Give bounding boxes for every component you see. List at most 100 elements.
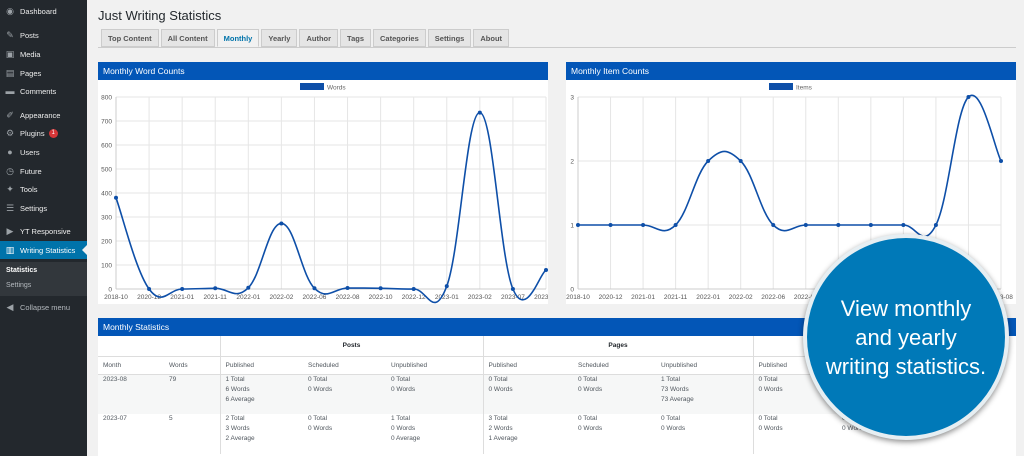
column-header[interactable]: Scheduled [573, 356, 656, 375]
x-tick-label: 2020-12 [599, 294, 623, 301]
data-point[interactable] [868, 223, 873, 227]
group-header-blank [98, 336, 220, 357]
column-header[interactable]: Unpublished [386, 356, 483, 375]
tab-top-content[interactable]: Top Content [101, 29, 159, 47]
stats-title: Monthly Statistics [98, 318, 1016, 336]
table-cell: 1 Total 6 Words 6 Average [219, 374, 303, 414]
data-point[interactable] [279, 221, 284, 226]
group-header-pages: Pages [482, 336, 753, 357]
x-tick-label: 2022-08 [336, 294, 360, 301]
data-point[interactable] [411, 287, 416, 291]
data-point[interactable] [738, 159, 743, 163]
table-cell: 5 [169, 415, 173, 422]
sidebar-item-label: Appearance [20, 110, 61, 120]
legend-swatch [769, 83, 793, 90]
table-cell: 0 Total 0 Words [578, 415, 603, 432]
page-title: Just Writing Statistics [98, 8, 222, 23]
sidebar-item-writing-statistics[interactable]: ▥ Writing Statistics [0, 241, 87, 259]
pin-icon: ✎ [6, 30, 14, 40]
table-cell: 79 [164, 374, 220, 414]
sidebar-item-label: Plugins [20, 128, 45, 138]
tab-all-content[interactable]: All Content [160, 29, 215, 47]
dashboard-icon: ◉ [6, 6, 14, 16]
tab-categories[interactable]: Categories [373, 29, 426, 47]
tab-yearly[interactable]: Yearly [261, 29, 298, 47]
column-header[interactable]: Words [164, 356, 220, 375]
column-header[interactable]: Unpublished [656, 356, 753, 375]
data-point[interactable] [444, 284, 449, 289]
legend-label: Words [327, 85, 346, 92]
sidebar-item-tools[interactable]: ✦ Tools [0, 180, 87, 198]
stats-icon: ▥ [5, 245, 15, 255]
submenu-statistics[interactable]: Statistics [6, 267, 38, 274]
sidebar-item-comments[interactable]: ▬ Comments [0, 82, 87, 100]
data-point[interactable] [999, 159, 1003, 163]
data-point[interactable] [312, 286, 317, 291]
data-point[interactable] [345, 286, 350, 291]
sidebar-item-dashboard[interactable]: ◉ Dashboard [0, 2, 87, 20]
data-point[interactable] [510, 287, 515, 291]
table-cell: 1 Total 0 Words 0 Average [391, 415, 421, 442]
sidebar-item-settings[interactable]: ☰ Settings [0, 199, 87, 217]
sidebar-item-label: YT Responsive [20, 226, 71, 236]
data-point[interactable] [180, 287, 185, 291]
sidebar-item-plugins[interactable]: ⚙ Plugins 1 [0, 124, 87, 142]
writing-statistics-submenu: Statistics Settings [0, 262, 87, 296]
data-point[interactable] [803, 223, 808, 227]
data-point[interactable] [771, 223, 776, 227]
data-point[interactable] [966, 95, 971, 99]
sidebar-item-appearance[interactable]: ✐ Appearance [0, 106, 87, 124]
y-tick-label: 300 [101, 215, 112, 222]
data-point[interactable] [544, 268, 548, 273]
data-point[interactable] [378, 286, 383, 291]
tab-settings[interactable]: Settings [427, 29, 472, 47]
y-tick-label: 1 [570, 223, 574, 230]
tab-monthly[interactable]: Monthly [216, 29, 260, 47]
x-tick-label: 2022-10 [369, 294, 393, 301]
y-tick-label: 500 [101, 167, 112, 174]
data-point[interactable] [901, 223, 906, 227]
table-cell: 0 Total 0 Words [573, 374, 656, 414]
column-header[interactable]: Scheduled [303, 356, 386, 375]
table-cell: 0 Total 0 Words [482, 374, 573, 414]
sidebar-item-media[interactable]: ▣ Media [0, 45, 87, 63]
x-tick-label: 2022-06 [303, 294, 327, 301]
sidebar-item-users[interactable]: ● Users [0, 143, 87, 161]
sidebar-item-label: Pages [20, 68, 42, 78]
data-point[interactable] [576, 223, 580, 227]
data-point[interactable] [673, 223, 678, 227]
sidebar-item-label: Future [20, 166, 42, 176]
data-point[interactable] [114, 195, 118, 200]
sidebar-item-posts[interactable]: ✎ Posts [0, 26, 87, 44]
x-tick-label: 2022-08 [794, 294, 818, 301]
pages-icon: ▤ [5, 68, 15, 78]
column-header[interactable]: Month [98, 356, 164, 375]
data-point[interactable] [246, 285, 251, 290]
sidebar-item-future[interactable]: ◷ Future [0, 162, 87, 180]
sidebar-item-pages[interactable]: ▤ Pages [0, 64, 87, 82]
data-point[interactable] [213, 286, 218, 291]
column-header[interactable]: Published [482, 356, 573, 375]
y-tick-label: 2 [570, 159, 574, 166]
legend-label: Items [796, 85, 813, 92]
data-point[interactable] [147, 287, 152, 291]
data-point[interactable] [706, 159, 711, 163]
data-point[interactable] [477, 110, 482, 115]
column-header[interactable]: Published [219, 356, 303, 375]
table-cell: 2023-08 [98, 374, 164, 414]
tab-about[interactable]: About [473, 29, 510, 47]
chart-legend: Words [300, 83, 346, 92]
data-point[interactable] [641, 223, 646, 227]
sidebar-item-yt-responsive[interactable]: ▶ YT Responsive [0, 222, 87, 240]
x-tick-label: 2023-08 [534, 294, 548, 301]
tab-divider [98, 47, 1016, 48]
brush-icon: ✐ [6, 110, 14, 120]
tab-author[interactable]: Author [299, 29, 339, 47]
collapse-menu-button[interactable]: ◀ Collapse menu [0, 298, 87, 316]
table-row: 2023-07 5 2 Total 3 Words 2 Average 0 Total… [98, 414, 921, 454]
data-point[interactable] [608, 223, 613, 227]
data-point[interactable] [933, 223, 938, 227]
submenu-settings[interactable]: Settings [6, 282, 32, 289]
tab-tags[interactable]: Tags [340, 29, 371, 47]
data-point[interactable] [836, 223, 841, 227]
